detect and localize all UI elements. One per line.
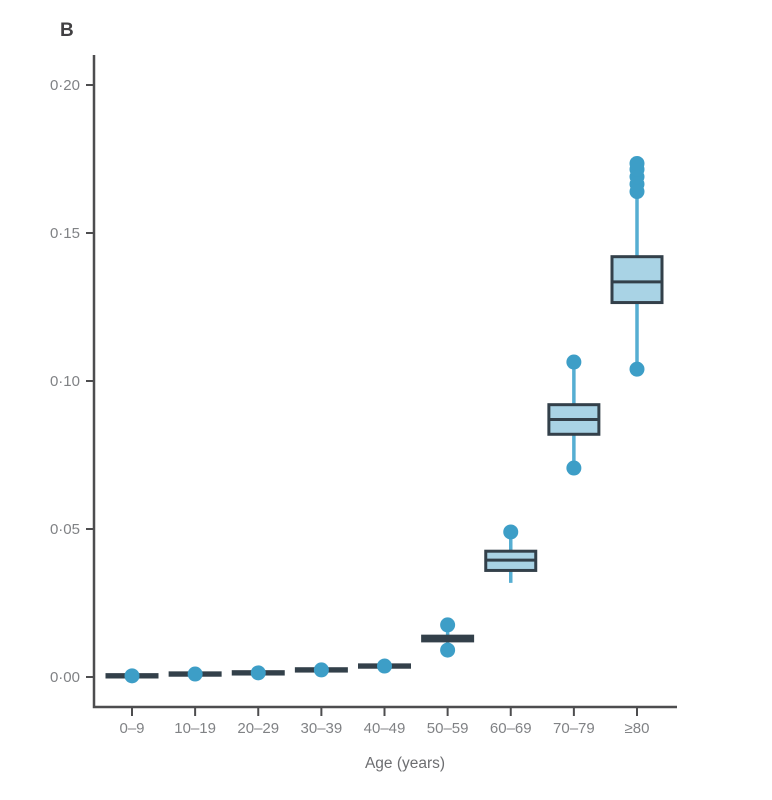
x-tick-label: 60–69 — [490, 720, 532, 737]
outlier-dot — [250, 665, 266, 681]
outlier-dot — [440, 642, 456, 658]
y-tick-label: 0·20 — [50, 77, 80, 94]
x-tick-label: 50–59 — [427, 720, 469, 737]
y-tick-label: 0·05 — [50, 521, 80, 538]
outlier-dot — [313, 662, 329, 678]
x-tick-label: 30–39 — [301, 720, 343, 737]
box — [610, 255, 664, 305]
outlier-dot — [377, 658, 392, 674]
y-tick-label: 0·10 — [50, 373, 80, 390]
x-tick-label: 10–19 — [174, 720, 216, 737]
outlier-dot — [503, 524, 519, 540]
x-axis-title: Age (years) — [364, 755, 446, 772]
y-tick-label: 0·00 — [50, 669, 80, 686]
outlier-dot — [566, 460, 582, 476]
outlier-dot — [629, 361, 645, 377]
x-tick-label: 20–29 — [237, 720, 279, 737]
x-tick-label: 0–9 — [119, 720, 144, 737]
outlier-dot — [124, 668, 140, 684]
outlier-dot — [187, 666, 203, 682]
axis-lines — [92, 55, 677, 709]
x-tick-label: 40–49 — [364, 720, 406, 737]
panel-label: B — [60, 20, 75, 41]
x-tick-label: ≥80 — [625, 720, 650, 737]
y-tick-label: 0·15 — [50, 225, 80, 242]
outlier-dot — [440, 617, 456, 633]
x-tick-label: 70–79 — [553, 720, 595, 737]
outlier-dot — [566, 354, 582, 370]
outlier-dot — [629, 155, 645, 171]
